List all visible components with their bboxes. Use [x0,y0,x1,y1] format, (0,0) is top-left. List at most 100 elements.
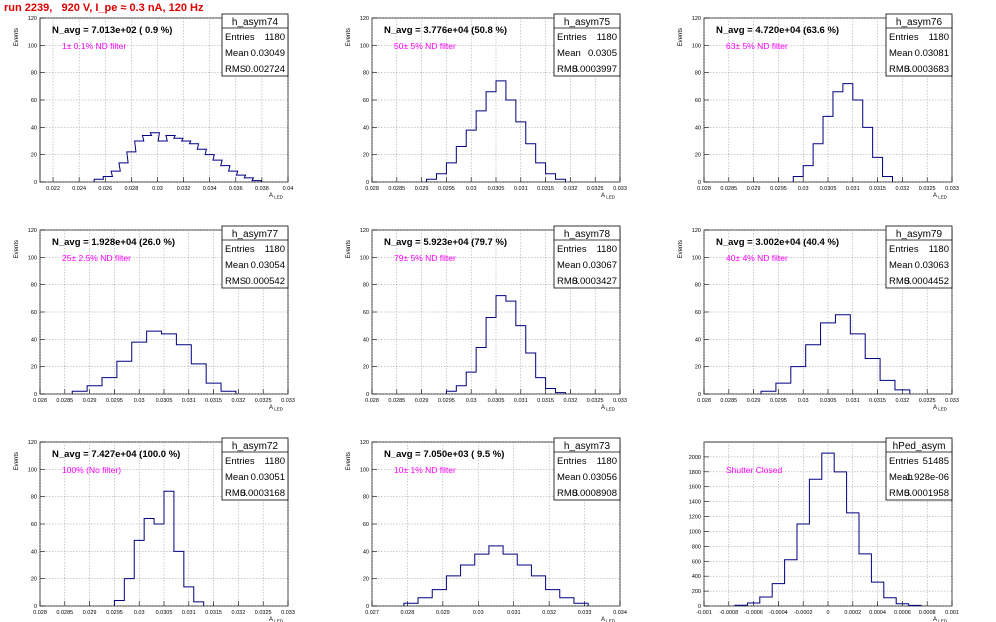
navg-label: N_avg = 7.013e+02 ( 0.9 %) [52,25,172,36]
y-tick-label: 120 [360,228,369,234]
stats-value: 0.0003168 [240,488,285,499]
x-tick-label: 0.03 [466,186,477,192]
stats-label: Mean [225,472,249,483]
panel-hPed_asym: -0.001 -0.0008 -0.0006 -0.0004 -0.0002 0 0.000… [689,437,959,622]
x-tick-label: 0.032 [564,186,578,192]
stats-title: h_asym72 [232,441,279,452]
stats-value: 0.03081 [915,48,949,59]
y-tick-label: 80 [363,71,369,77]
stats-label: Mean [557,260,581,271]
x-tick-label: 0.031 [182,398,196,404]
stats-value: 1180 [929,244,949,255]
x-tick-label: 0.033 [613,398,627,404]
x-tick-label: 0.03 [134,610,145,616]
x-tick-label: 0.0325 [255,610,272,616]
x-tick-label: 0.0285 [388,186,405,192]
stats-label: Entries [225,456,255,467]
x-tick-label: -0.0008 [719,610,738,616]
stats-value: 1180 [265,32,285,43]
y-tick-label: 60 [695,98,701,104]
x-tick-label: 0.029 [747,398,761,404]
y-tick-label: 0 [366,392,369,398]
y-tick-label: 100 [360,43,369,49]
stats-value: 0.0003427 [572,276,617,287]
y-axis-label: Events [678,240,684,258]
stats-box [885,13,953,77]
y-tick-label: 800 [692,544,701,550]
y-tick-label: 40 [31,337,37,343]
x-tick-label: 0.027 [365,610,379,616]
stats-box [885,437,953,501]
x-tick-label: 0.031 [182,610,196,616]
stats-label: Entries [557,32,587,43]
histogram-line [445,295,566,394]
filter-label: 79± 5% ND filter [394,253,456,263]
y-tick-label: 0 [366,604,369,610]
x-tick-label: 0.0285 [56,398,73,404]
histogram-line [792,83,893,182]
filter-label: Shutter Closed [726,465,782,475]
panel-h_asym72: 0.028 0.0285 0.029 0.0295 0.03 0.0305 0.031 0.0… [14,437,295,622]
y-tick-label: 120 [28,228,37,234]
x-tick-label: 0.028 [33,398,47,404]
x-tick-label: 0.0325 [587,398,604,404]
y-tick-label: 100 [692,255,701,261]
stats-title: h_asym76 [896,17,943,28]
x-tick-label: 0.026 [98,186,112,192]
y-tick-label: 40 [363,125,369,131]
x-tick-label: 0.0315 [205,398,222,404]
x-tick-label: 0.0305 [488,398,505,404]
navg-label: N_avg = 5.923e+04 (79.7 %) [384,237,507,248]
stats-label: Mean [557,472,581,483]
stats-title: h_asym77 [232,229,279,240]
y-tick-label: 0 [366,180,369,186]
x-tick-label: 0.028 [697,186,711,192]
stats-title: h_asym75 [564,17,611,28]
x-tick-label: 0.029 [415,186,429,192]
x-tick-label: 0.028 [365,186,379,192]
x-tick-label: -0.001 [696,610,712,616]
y-axis-label: Events [14,28,20,46]
stats-value: 1180 [597,244,617,255]
x-tick-label: 0.029 [83,398,97,404]
x-tick-label: 0.0004 [869,610,886,616]
y-tick-label: 60 [31,310,37,316]
x-tick-label: 0.029 [436,610,450,616]
stats-label: Mean [889,260,913,271]
x-tick-label: 0 [826,610,829,616]
x-tick-label: 0.034 [203,186,217,192]
histogram-line [426,80,566,182]
y-tick-label: 40 [31,549,37,555]
x-axis-label: A LED [601,193,616,200]
y-tick-label: 20 [31,577,37,583]
x-tick-label: 0.033 [281,398,295,404]
y-tick-label: 0 [34,604,37,610]
y-axis-label: Events [678,28,684,46]
stats-box [553,13,621,77]
stats-value: 0.0008908 [572,488,617,499]
x-tick-label: 0.0295 [438,186,455,192]
stats-title: h_asym74 [232,17,279,28]
x-tick-label: 0.0305 [820,398,837,404]
x-tick-label: 0.0315 [537,186,554,192]
panel-h_asym74: 0.022 0.024 0.026 0.028 0.03 0.032 0.034 0.036 0… [14,13,293,200]
y-tick-label: 120 [692,228,701,234]
stats-value: 0.03067 [583,260,617,271]
stats-title: hPed_asym [893,441,946,452]
navg-label: N_avg = 3.002e+04 (40.4 %) [716,237,839,248]
x-tick-label: 0.0305 [156,610,173,616]
y-tick-label: 100 [28,467,37,473]
y-tick-label: 40 [363,337,369,343]
y-axis-label: Events [346,28,352,46]
x-tick-label: 0.031 [846,398,860,404]
y-tick-label: 400 [692,574,701,580]
filter-label: 100% (No filter) [62,465,121,475]
x-tick-label: -0.0004 [769,610,788,616]
stats-title: h_asym73 [564,441,611,452]
y-tick-label: 0 [698,604,701,610]
x-tick-label: 0.0305 [820,186,837,192]
x-tick-label: 0.032 [542,610,556,616]
panel-h_asym79: 0.028 0.0285 0.029 0.0295 0.03 0.0305 0.031 0.0… [678,225,959,412]
x-tick-label: 0.001 [945,610,959,616]
stats-value: 1180 [265,456,285,467]
